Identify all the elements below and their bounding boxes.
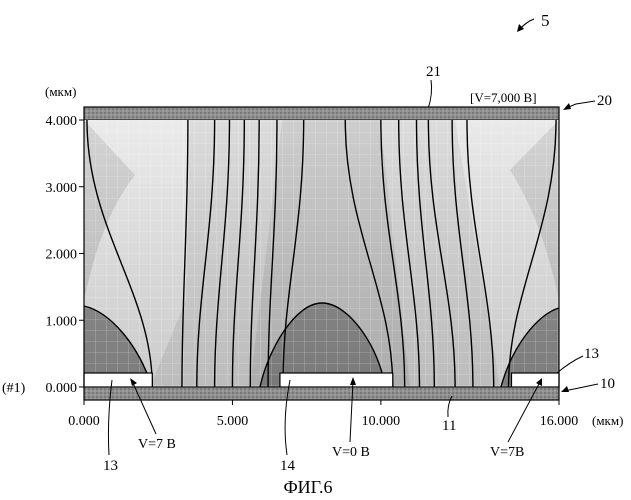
x-axis-unit: (мкм) xyxy=(592,413,623,428)
ref-numeral-14: 14 xyxy=(280,458,296,474)
y-tick-label: 0.000 xyxy=(46,381,78,396)
ref-numeral-11: 11 xyxy=(442,418,456,434)
bottom-electrode-1 xyxy=(84,373,152,387)
y-tick-label: 3.000 xyxy=(46,181,78,196)
bottom-electrode-3 xyxy=(512,373,560,387)
ref-numeral-10: 10 xyxy=(600,376,615,392)
x-axis: 0.000 5.000 10.000 16.000 xyxy=(68,400,578,429)
y-tick-label: 1.000 xyxy=(46,314,78,329)
top-electrode-voltage: [V=7,000 B] xyxy=(470,90,537,105)
ref-numeral-13-right: 13 xyxy=(584,346,599,362)
top-electrode-layer xyxy=(84,107,559,120)
row-marker: (#1) xyxy=(2,381,26,396)
potential-field xyxy=(84,120,559,387)
leader-10-arrowhead xyxy=(561,386,569,392)
bottom-electrode-2 xyxy=(280,373,393,387)
voltage-label-right: V=7B xyxy=(490,445,524,460)
y-tick-label: 4.000 xyxy=(46,114,78,129)
leader-21 xyxy=(428,80,432,109)
leader-13-right xyxy=(557,356,583,373)
figure-caption: ФИГ.6 xyxy=(283,477,332,497)
voltage-label-center: V=0 B xyxy=(332,445,370,460)
figure-ref-number: 5 xyxy=(541,11,550,30)
x-tick-label: 10.000 xyxy=(362,414,401,429)
ref-numeral-21: 21 xyxy=(426,64,441,80)
voltage-label-left: V=7 B xyxy=(138,437,176,452)
x-tick-label: 0.000 xyxy=(68,414,100,429)
leader-10 xyxy=(564,384,598,391)
x-tick-label: 16.000 xyxy=(540,414,579,429)
y-tick-label: 2.000 xyxy=(46,248,78,263)
y-axis: 4.000 3.000 2.000 1.000 0.000 xyxy=(46,114,85,396)
leader-20 xyxy=(566,101,595,108)
ref-numeral-20: 20 xyxy=(597,93,612,109)
x-tick-label: 5.000 xyxy=(217,414,249,429)
leader-20-arrowhead xyxy=(563,103,571,110)
substrate-layer xyxy=(84,387,559,400)
field-grid xyxy=(84,120,559,387)
ref-numeral-13-left: 13 xyxy=(103,458,118,474)
y-axis-unit: (мкм) xyxy=(45,84,76,99)
